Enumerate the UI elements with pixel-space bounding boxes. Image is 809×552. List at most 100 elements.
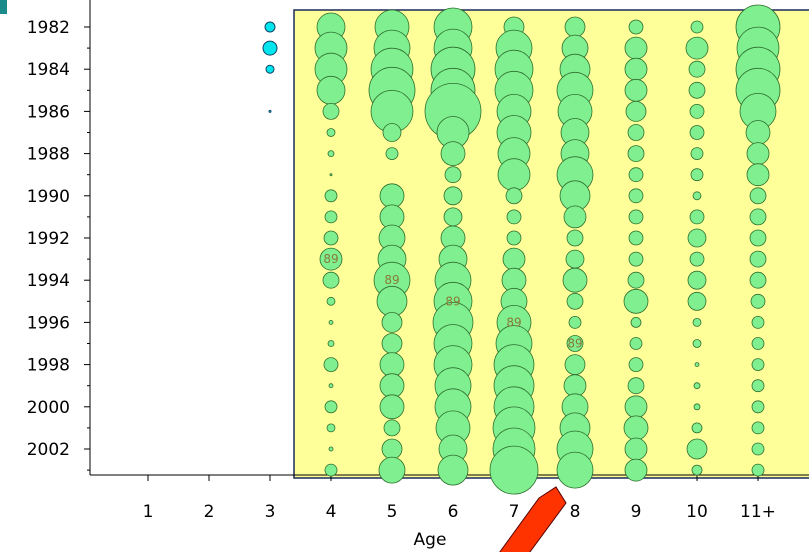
bubble: [502, 247, 526, 271]
bubble: [751, 337, 765, 350]
bubble: [751, 463, 765, 477]
bubble: [322, 103, 340, 120]
bubble: [323, 357, 339, 373]
x-tick-label: 4: [326, 502, 337, 522]
bubble: [692, 317, 702, 327]
bubble: [627, 377, 645, 395]
bubble: [624, 57, 648, 81]
bubble: [690, 147, 704, 161]
bubble: [691, 464, 703, 476]
bubble: [628, 251, 644, 267]
bubble: [506, 230, 522, 246]
bubble: [686, 438, 708, 460]
bubble: [745, 120, 771, 145]
bubble: [749, 250, 767, 268]
bubble: [751, 315, 765, 329]
bubble: [687, 270, 707, 290]
bubble: [316, 75, 346, 105]
bubble: [566, 292, 584, 310]
red-arrow: [499, 486, 567, 552]
bubble: [324, 189, 338, 203]
bubble: [689, 125, 705, 140]
bubble: [749, 229, 767, 247]
bubble: [564, 16, 586, 38]
bubble: [628, 19, 644, 35]
bubble: [689, 209, 705, 225]
y-tick-label: 1986: [27, 102, 70, 122]
y-tick-label: 1990: [27, 187, 70, 207]
y-tick-label: 1982: [27, 18, 70, 38]
bubble: [566, 229, 584, 247]
x-tick-label: 1: [143, 502, 154, 522]
bubble: [506, 209, 522, 225]
y-tick-label: 1992: [27, 229, 70, 249]
annotation-label: 89: [384, 273, 399, 287]
bubble: [688, 81, 706, 99]
bubble: [437, 454, 469, 486]
y-tick-label: 2002: [27, 440, 70, 460]
bubble: [751, 400, 765, 414]
bubble: [624, 458, 648, 482]
bubble: [324, 463, 338, 477]
bubble: [624, 78, 648, 102]
bubble: [443, 207, 463, 227]
outlier-bubble: [265, 64, 275, 74]
bubble: [693, 403, 701, 411]
annotations-layer: 89 89 89 89 89: [323, 252, 582, 350]
x-tick-label: 5: [387, 502, 398, 522]
x-tick-label: 2: [204, 502, 215, 522]
bubble: [692, 191, 702, 201]
bubble: [623, 288, 649, 314]
bubble: [381, 333, 403, 354]
bubble: [327, 340, 335, 347]
bubble: [749, 271, 767, 289]
bubble: [628, 167, 644, 183]
x-axis-label: Age: [414, 530, 447, 550]
bubble: [687, 228, 707, 248]
bubble: [690, 168, 704, 182]
x-tick-label: 8: [570, 502, 581, 522]
bubble: [379, 183, 405, 209]
bubble: [689, 251, 705, 267]
bubble: [627, 271, 645, 289]
bubble: [563, 205, 587, 229]
y-tick-label: 1994: [27, 271, 70, 291]
bubble: [749, 208, 767, 226]
bubble: [749, 187, 767, 205]
bubble: [443, 186, 463, 206]
bubble: [381, 438, 403, 460]
bubble: [630, 316, 642, 328]
corner-marker: [0, 0, 7, 14]
outlier-bubble: [268, 109, 272, 113]
bubble: [562, 267, 588, 293]
bubble: [627, 124, 645, 141]
bubble: [628, 357, 644, 373]
bubble: [329, 173, 333, 177]
y-tick-label: 1996: [27, 313, 70, 333]
bubble: [750, 293, 766, 309]
bubble: [628, 230, 644, 246]
bubble: [379, 352, 405, 378]
y-tick-label: 1984: [27, 60, 70, 80]
bubble: [751, 379, 765, 393]
bubble: [383, 419, 401, 437]
bubble: [751, 442, 765, 456]
bubble: [693, 382, 701, 390]
bubble: [628, 209, 644, 225]
bubble: [376, 285, 408, 317]
bubble: [378, 456, 406, 484]
bubble: [688, 60, 706, 78]
x-tick-label: 9: [631, 502, 642, 522]
bubble: [746, 163, 770, 187]
bubble: [381, 311, 403, 333]
bubble: [566, 335, 584, 352]
bubble: [627, 145, 645, 163]
bubble: [323, 230, 339, 246]
bubble: [624, 36, 648, 60]
bubble: [328, 319, 334, 325]
bubble: [687, 291, 707, 311]
bubble: [324, 400, 338, 414]
bubble: [625, 101, 647, 122]
bubble: [489, 445, 539, 495]
